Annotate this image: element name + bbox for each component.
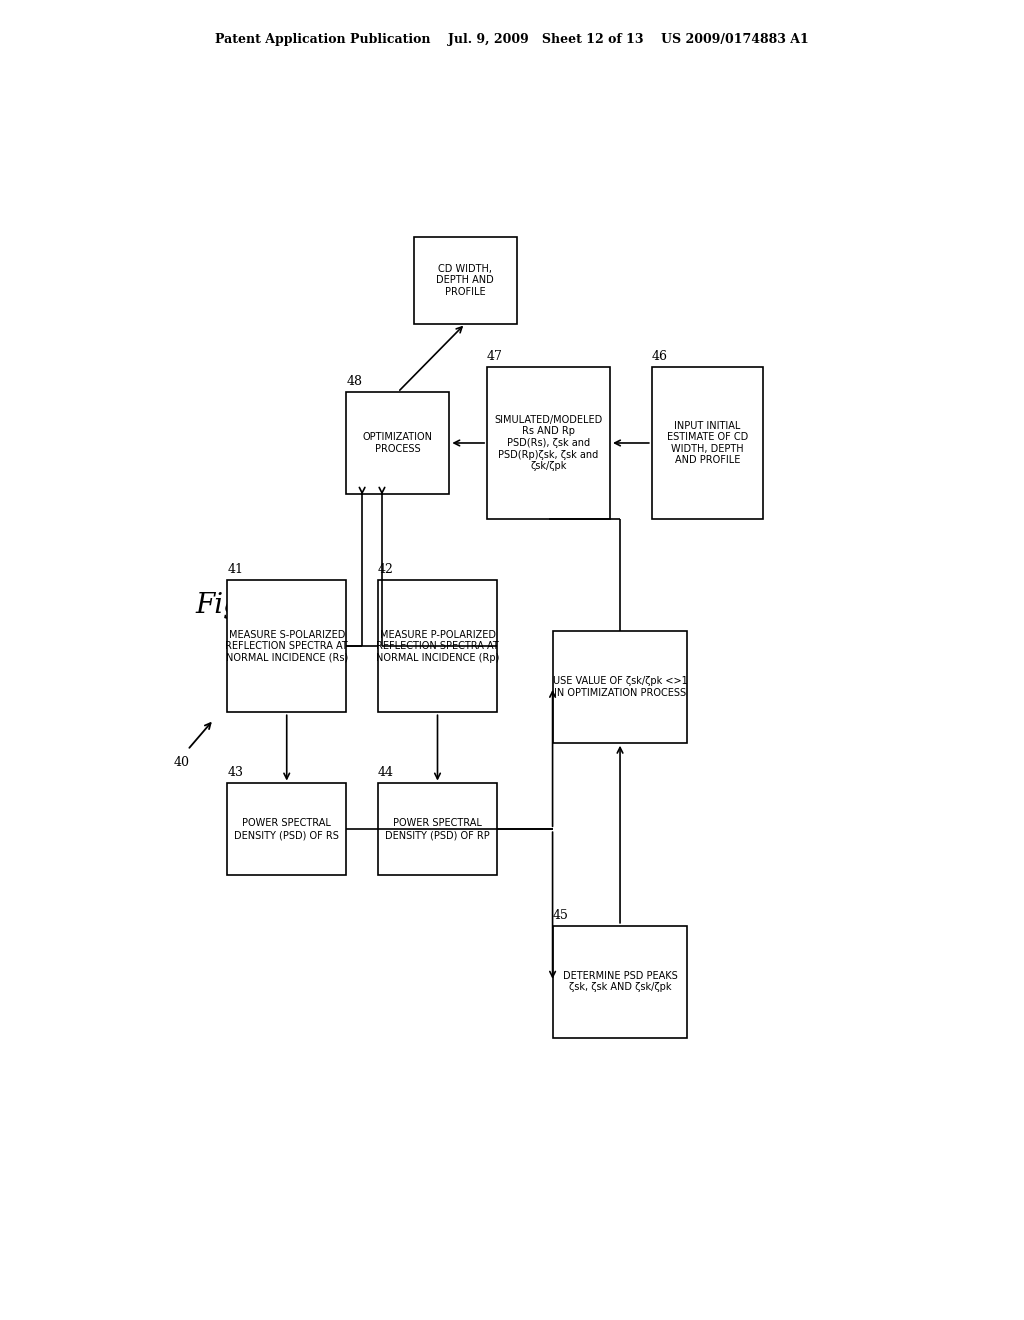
Text: USE VALUE OF ζsk/ζpk <>1
IN OPTIMIZATION PROCESS: USE VALUE OF ζsk/ζpk <>1 IN OPTIMIZATION… — [553, 676, 687, 698]
Text: 46: 46 — [651, 350, 668, 363]
Text: 42: 42 — [378, 564, 394, 576]
FancyBboxPatch shape — [227, 784, 346, 875]
Text: Patent Application Publication    Jul. 9, 2009   Sheet 12 of 13    US 2009/01748: Patent Application Publication Jul. 9, 2… — [215, 33, 809, 46]
FancyBboxPatch shape — [553, 925, 687, 1038]
Text: 47: 47 — [487, 350, 503, 363]
Text: DETERMINE PSD PEAKS
ζsk, ζsk AND ζsk/ζpk: DETERMINE PSD PEAKS ζsk, ζsk AND ζsk/ζpk — [562, 972, 678, 993]
Text: POWER SPECTRAL
DENSITY (PSD) OF RP: POWER SPECTRAL DENSITY (PSD) OF RP — [385, 818, 489, 840]
FancyBboxPatch shape — [651, 367, 763, 519]
FancyBboxPatch shape — [553, 631, 687, 743]
Text: POWER SPECTRAL
DENSITY (PSD) OF RS: POWER SPECTRAL DENSITY (PSD) OF RS — [234, 818, 339, 840]
Text: 44: 44 — [378, 767, 394, 779]
Text: Fig. 14: Fig. 14 — [196, 593, 294, 619]
FancyBboxPatch shape — [227, 581, 346, 713]
Text: 43: 43 — [227, 767, 244, 779]
Text: INPUT INITIAL
ESTIMATE OF CD
WIDTH, DEPTH
AND PROFILE: INPUT INITIAL ESTIMATE OF CD WIDTH, DEPT… — [667, 421, 748, 466]
Text: 48: 48 — [346, 375, 362, 388]
Text: MEASURE S-POLARIZED
REFLECTION SPECTRA AT
NORMAL INCIDENCE (Rs): MEASURE S-POLARIZED REFLECTION SPECTRA A… — [225, 630, 348, 663]
Text: 41: 41 — [227, 564, 244, 576]
Text: 40: 40 — [174, 756, 190, 770]
FancyBboxPatch shape — [346, 392, 450, 494]
Text: 45: 45 — [553, 908, 568, 921]
FancyBboxPatch shape — [487, 367, 610, 519]
Text: OPTIMIZATION
PROCESS: OPTIMIZATION PROCESS — [362, 432, 433, 454]
Text: CD WIDTH,
DEPTH AND
PROFILE: CD WIDTH, DEPTH AND PROFILE — [436, 264, 495, 297]
Text: SIMULATED/MODELED
Rs AND Rp
PSD(Rs), ζsk and
PSD(Rp)ζsk, ζsk and
ζsk/ζpk: SIMULATED/MODELED Rs AND Rp PSD(Rs), ζsk… — [495, 414, 603, 471]
Text: MEASURE P-POLARIZED
REFLECTION SPECTRA AT
NORMAL INCIDENCE (Rp): MEASURE P-POLARIZED REFLECTION SPECTRA A… — [376, 630, 499, 663]
FancyBboxPatch shape — [378, 784, 497, 875]
FancyBboxPatch shape — [414, 238, 517, 323]
FancyBboxPatch shape — [378, 581, 497, 713]
